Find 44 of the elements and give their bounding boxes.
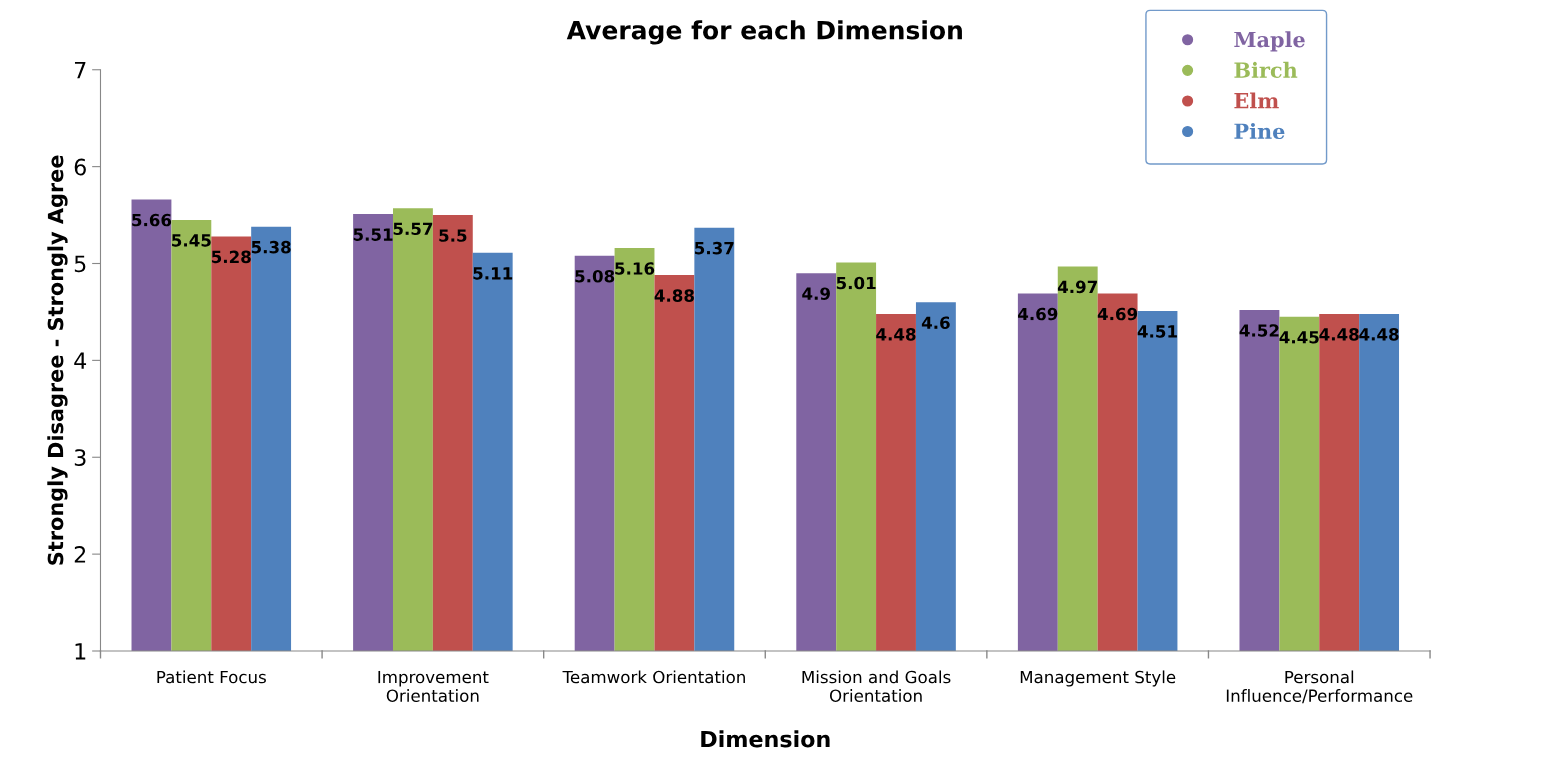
legend-label: Pine <box>1234 122 1285 140</box>
data-label: 5.37 <box>695 241 734 255</box>
x-tick-label: Personal Influence/Performance <box>1226 670 1413 704</box>
legend-label: Elm <box>1234 92 1279 109</box>
x-tick-label: Mission and Goals Orientation <box>802 670 951 703</box>
data-label: 5.01 <box>836 276 876 290</box>
data-label: 4.51 <box>1137 325 1177 338</box>
x-tick-label: Improvement Orientation <box>378 670 489 703</box>
data-label: 4.97 <box>1057 280 1097 294</box>
data-label: 4.48 <box>1319 328 1359 341</box>
y-tick-label: 2 <box>74 546 86 563</box>
data-label: 4.69 <box>1097 307 1138 321</box>
x-tick-label: Management Style <box>1020 670 1176 687</box>
y-tick-label: 3 <box>74 449 86 467</box>
y-axis-title: Strongly Disagree - Strongly Agree <box>47 155 68 565</box>
data-label: 4.9 <box>802 287 830 300</box>
chart-title: Average for each Dimension <box>566 20 962 45</box>
x-axis-title: Dimension <box>701 730 830 748</box>
data-label: 4.52 <box>1239 324 1279 337</box>
data-label: 5.16 <box>615 262 655 275</box>
y-tick-label: 5 <box>74 255 86 273</box>
y-tick-label: 6 <box>74 158 86 176</box>
x-tick-label: Teamwork Orientation <box>562 670 745 684</box>
data-label: 5.38 <box>251 240 291 254</box>
data-label: 5.11 <box>473 267 513 280</box>
data-label: 4.6 <box>921 316 950 330</box>
data-label: 4.48 <box>876 328 916 341</box>
data-label: 4.88 <box>654 289 694 302</box>
data-label: 5.57 <box>393 222 433 236</box>
y-tick-label: 7 <box>74 61 86 79</box>
legend-label: Maple <box>1234 31 1305 52</box>
data-label: 5.66 <box>132 213 172 227</box>
y-tick-label: 1 <box>75 643 86 660</box>
x-tick-label: Patient Focus <box>157 670 266 684</box>
legend-label: Birch <box>1234 61 1298 78</box>
data-label: 5.51 <box>353 228 393 241</box>
data-label: 5.28 <box>211 250 251 264</box>
y-tick-label: 4 <box>74 352 87 369</box>
data-label: 4.69 <box>1018 307 1058 321</box>
data-label: 5.08 <box>575 269 615 283</box>
data-label: 4.48 <box>1359 328 1399 341</box>
data-label: 5.45 <box>172 234 211 247</box>
data-label: 4.45 <box>1279 331 1319 344</box>
data-label: 5.5 <box>439 229 467 242</box>
